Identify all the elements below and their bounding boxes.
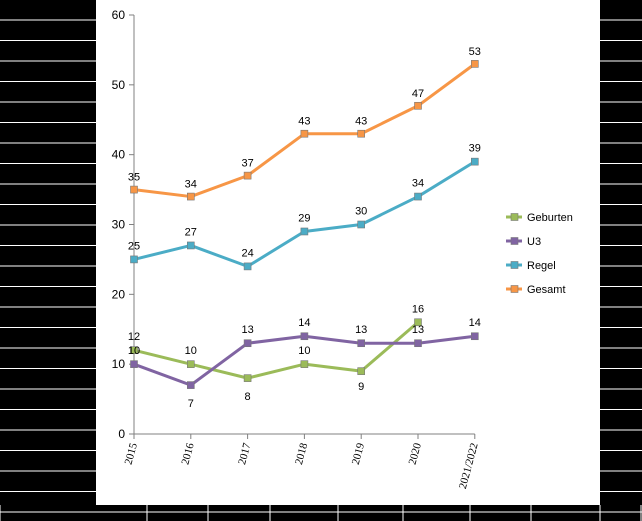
x-tick-label: 2015 xyxy=(123,441,140,466)
data-label-u3: 10 xyxy=(128,345,140,357)
data-label-regel: 27 xyxy=(185,226,197,238)
chart-area xyxy=(96,0,600,505)
y-tick-label: 0 xyxy=(118,427,125,441)
x-tick-label: 2018 xyxy=(293,441,310,466)
y-tick-label: 20 xyxy=(112,287,126,301)
series-line-geburten xyxy=(133,321,419,380)
axes xyxy=(133,15,475,435)
data-label-gesamt: 53 xyxy=(469,46,481,58)
data-point-u3 xyxy=(470,332,479,341)
data-point-u3 xyxy=(414,339,422,348)
data-label-gesamt: 37 xyxy=(241,158,253,170)
y-tick-label: 50 xyxy=(112,78,126,92)
data-point-regel xyxy=(414,192,422,201)
data-point-regel xyxy=(187,241,195,250)
data-point-gesamt xyxy=(414,101,422,110)
data-point-gesamt xyxy=(243,171,252,180)
data-label-regel: 25 xyxy=(128,240,140,252)
x-tick-label: 2019 xyxy=(350,441,367,466)
y-axis-ticks: 0 10 20 30 40 50 60 xyxy=(112,8,134,441)
data-point-gesamt xyxy=(300,129,309,138)
data-label-regel: 29 xyxy=(298,212,310,224)
data-point-geburten xyxy=(300,360,309,368)
data-label-u3: 14 xyxy=(298,317,310,329)
data-label-gesamt: 43 xyxy=(298,116,310,128)
data-label-u3: 13 xyxy=(412,324,424,336)
data-label-u3: 14 xyxy=(469,317,481,329)
data-point-geburten xyxy=(187,360,195,368)
data-label-gesamt: 35 xyxy=(128,172,140,184)
data-point-u3 xyxy=(243,339,252,348)
data-label-u3: 7 xyxy=(188,398,194,410)
data-point-geburten xyxy=(357,367,366,375)
data-label-regel: 34 xyxy=(412,178,424,190)
data-point-gesamt xyxy=(470,60,479,68)
data-point-gesamt xyxy=(130,185,138,194)
y-tick-label: 40 xyxy=(112,148,126,162)
data-point-u3 xyxy=(300,332,309,341)
data-label-geburten: 10 xyxy=(185,345,197,357)
x-tick-label: 2021/2022 xyxy=(457,442,481,491)
legend-label-geburten: Geburten xyxy=(527,212,573,224)
x-axis-ticks: 2015 2016 2017 2018 2019 2020 2021/2022 xyxy=(123,434,481,490)
data-point-u3 xyxy=(130,360,138,368)
data-label-u3: 13 xyxy=(241,324,253,336)
legend-marker-gesamt xyxy=(510,285,519,293)
legend-marker-geburten xyxy=(510,213,519,221)
legend-label-gesamt: Gesamt xyxy=(527,284,566,296)
data-label-geburten: 12 xyxy=(128,331,140,343)
x-tick-label: 2020 xyxy=(407,441,424,466)
data-point-gesamt xyxy=(357,129,366,138)
data-label-geburten: 9 xyxy=(358,381,364,393)
y-tick-label: 10 xyxy=(112,357,126,371)
data-point-gesamt xyxy=(187,192,195,201)
data-label-regel: 24 xyxy=(241,247,253,259)
data-label-geburten: 16 xyxy=(412,303,424,315)
data-point-geburten xyxy=(130,346,138,355)
data-label-gesamt: 47 xyxy=(412,88,424,100)
data-point-geburten xyxy=(414,318,422,327)
data-label-regel: 30 xyxy=(355,206,367,218)
data-point-regel xyxy=(470,157,479,166)
legend: Geburten U3 Regel Gesamt xyxy=(506,212,573,296)
data-label-regel: 39 xyxy=(469,143,481,155)
data-point-u3 xyxy=(187,381,195,389)
y-tick-label: 30 xyxy=(112,218,126,232)
x-tick-label: 2016 xyxy=(179,441,196,466)
data-label-gesamt: 34 xyxy=(185,179,197,191)
y-tick-label: 60 xyxy=(112,8,126,22)
legend-label-regel: Regel xyxy=(527,260,556,272)
data-point-u3 xyxy=(357,339,366,348)
data-label-u3: 13 xyxy=(355,324,367,336)
legend-marker-regel xyxy=(510,261,519,269)
legend-marker-u3 xyxy=(510,237,519,245)
data-point-geburten xyxy=(243,374,252,382)
series-markers xyxy=(130,60,479,389)
data-point-regel xyxy=(130,255,138,264)
data-label-geburten: 8 xyxy=(245,391,251,403)
data-point-regel xyxy=(357,220,366,229)
x-tick-label: 2017 xyxy=(236,441,253,466)
data-label-geburten: 10 xyxy=(298,345,310,357)
data-labels: 12 10 8 10 9 16 10 7 13 14 13 13 14 25 27 24 29 30 34 39 35 3… xyxy=(128,46,481,410)
data-label-gesamt: 43 xyxy=(355,116,367,128)
legend-label-u3: U3 xyxy=(527,236,541,248)
data-point-regel xyxy=(243,262,252,271)
data-point-regel xyxy=(300,227,309,236)
